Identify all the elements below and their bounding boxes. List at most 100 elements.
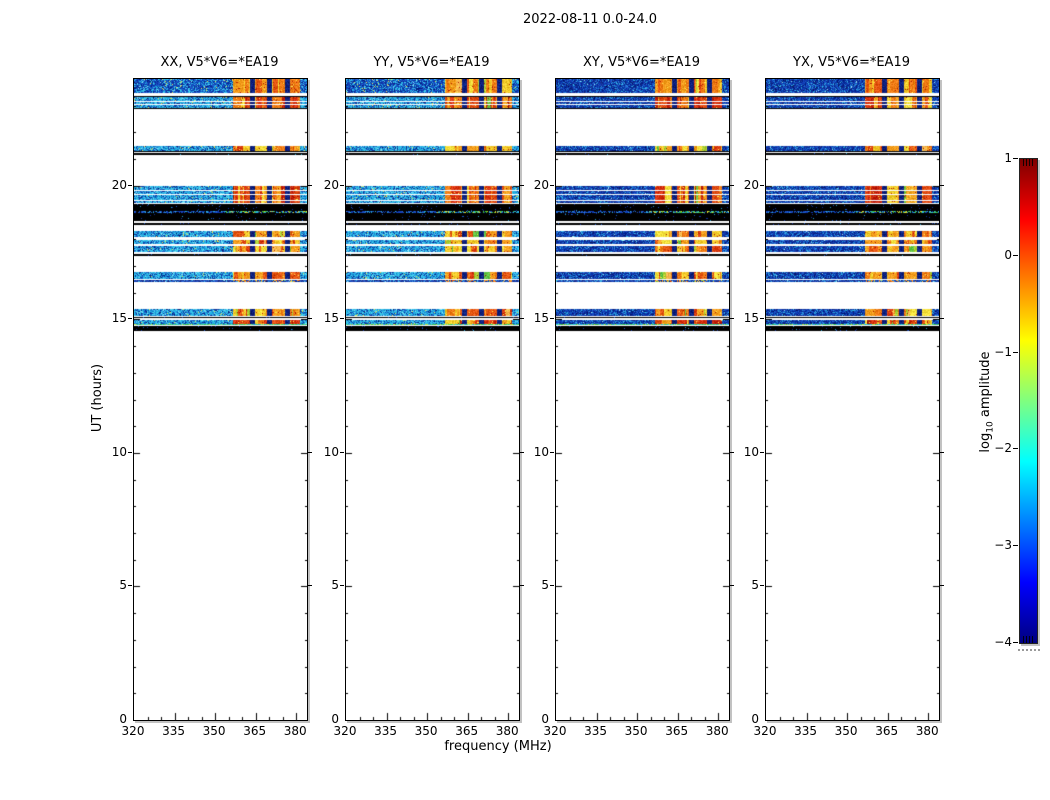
y-tick-label: 5 [331,578,339,593]
y-tick-mark [940,451,944,453]
y-tick-mark [340,318,344,320]
y-axis-label: UT (hours) [90,363,105,433]
colorbar-hatch-bottom [1023,636,1034,643]
y-tick-mark [308,585,312,587]
y-tick-mark [940,318,944,320]
y-tick-mark [760,318,764,320]
y-tick-mark [520,451,524,453]
y-tick-label: 0 [751,712,759,726]
heatmap-yx [766,79,939,720]
x-tick-label: 365 [455,724,479,738]
colorbar-label-rest: amplitude [978,351,993,422]
panel-axes-yx [765,78,940,721]
x-tick-label: 380 [705,724,729,738]
y-tick-mark [730,585,734,587]
x-tick-label: 350 [624,724,648,738]
x-tick-label: 350 [834,724,858,738]
colorbar-label-sub: 10 [985,421,996,433]
x-tick-label: 320 [121,724,145,738]
colorbar-tick-mark [1013,448,1018,450]
y-tick-label: 5 [751,578,759,593]
y-tick-label: 0 [119,712,127,726]
y-tick-label: 15 [533,311,549,326]
x-tick-label: 380 [495,724,519,738]
y-tick-mark [550,184,554,186]
heatmap-yy [346,79,519,720]
y-tick-label: 15 [323,311,339,326]
panel-axes-xx [133,78,308,721]
x-tick-label: 335 [162,724,185,738]
x-tick-label: 365 [875,724,899,738]
y-tick-mark [128,184,132,186]
heatmap-xx [134,79,307,720]
y-tick-mark [760,451,764,453]
x-tick-label: 320 [543,724,567,738]
colorbar-tick-mark [1013,351,1018,353]
y-tick-label: 5 [541,578,549,593]
colorbar-tick-mark [1013,254,1018,256]
colorbar-tick-label: −2 [994,441,1012,456]
colorbar-dotted-line [1018,649,1040,651]
x-tick-label: 365 [665,724,689,738]
colorbar-hatch-top [1023,159,1034,166]
heatmap-xy [556,79,729,720]
colorbar-tick-label: −1 [994,344,1012,359]
y-tick-label: 5 [119,578,127,593]
y-tick-mark [730,318,734,320]
panel-title-yx: YX, V5*V6=*EA19 [793,55,910,70]
x-tick-label: 365 [243,724,267,738]
y-tick-label: 10 [111,444,127,459]
y-tick-label: 20 [111,177,127,192]
y-tick-label: 20 [533,177,549,192]
y-tick-mark [128,585,132,587]
y-tick-mark [308,451,312,453]
x-tick-label: 335 [584,724,607,738]
x-tick-label: 350 [202,724,226,738]
y-tick-mark [730,184,734,186]
y-tick-mark [550,318,554,320]
y-tick-label: 0 [331,712,339,726]
x-tick-label: 380 [283,724,307,738]
x-axis-label: frequency (MHz) [444,739,552,754]
colorbar-tick-label: −3 [994,538,1012,553]
y-tick-label: 10 [743,444,759,459]
y-tick-mark [520,585,524,587]
panel-axes-yy [345,78,520,721]
y-tick-label: 15 [111,311,127,326]
y-tick-mark [520,318,524,320]
x-tick-label: 380 [915,724,939,738]
y-tick-mark [128,451,132,453]
colorbar-tick-mark [1013,545,1018,547]
y-tick-label: 10 [533,444,549,459]
colorbar-tick-label: 0 [1004,247,1012,262]
colorbar-tick-mark [1013,642,1018,643]
y-tick-mark [550,585,554,587]
y-tick-label: 20 [743,177,759,192]
colorbar [1019,158,1038,644]
figure-title: 2022-08-11 0.0-24.0 [523,12,657,27]
y-tick-mark [940,585,944,587]
x-tick-label: 320 [753,724,777,738]
y-tick-mark [520,184,524,186]
panel-title-xx: XX, V5*V6=*EA19 [160,55,279,70]
x-tick-label: 335 [374,724,397,738]
y-tick-mark [760,184,764,186]
y-tick-mark [340,184,344,186]
y-tick-mark [940,184,944,186]
y-tick-label: 15 [743,311,759,326]
panel-title-xy: XY, V5*V6=*EA19 [583,55,700,70]
panel-title-yy: YY, V5*V6=*EA19 [373,55,490,70]
colorbar-tick-label: 1 [1004,151,1012,165]
colorbar-tick-mark [1013,158,1018,159]
y-tick-mark [308,318,312,320]
y-tick-mark [340,451,344,453]
y-tick-mark [730,451,734,453]
x-tick-label: 320 [333,724,357,738]
y-tick-mark [550,451,554,453]
panel-axes-xy [555,78,730,721]
y-tick-mark [308,184,312,186]
y-tick-label: 0 [541,712,549,726]
y-tick-mark [340,585,344,587]
x-tick-label: 335 [794,724,817,738]
